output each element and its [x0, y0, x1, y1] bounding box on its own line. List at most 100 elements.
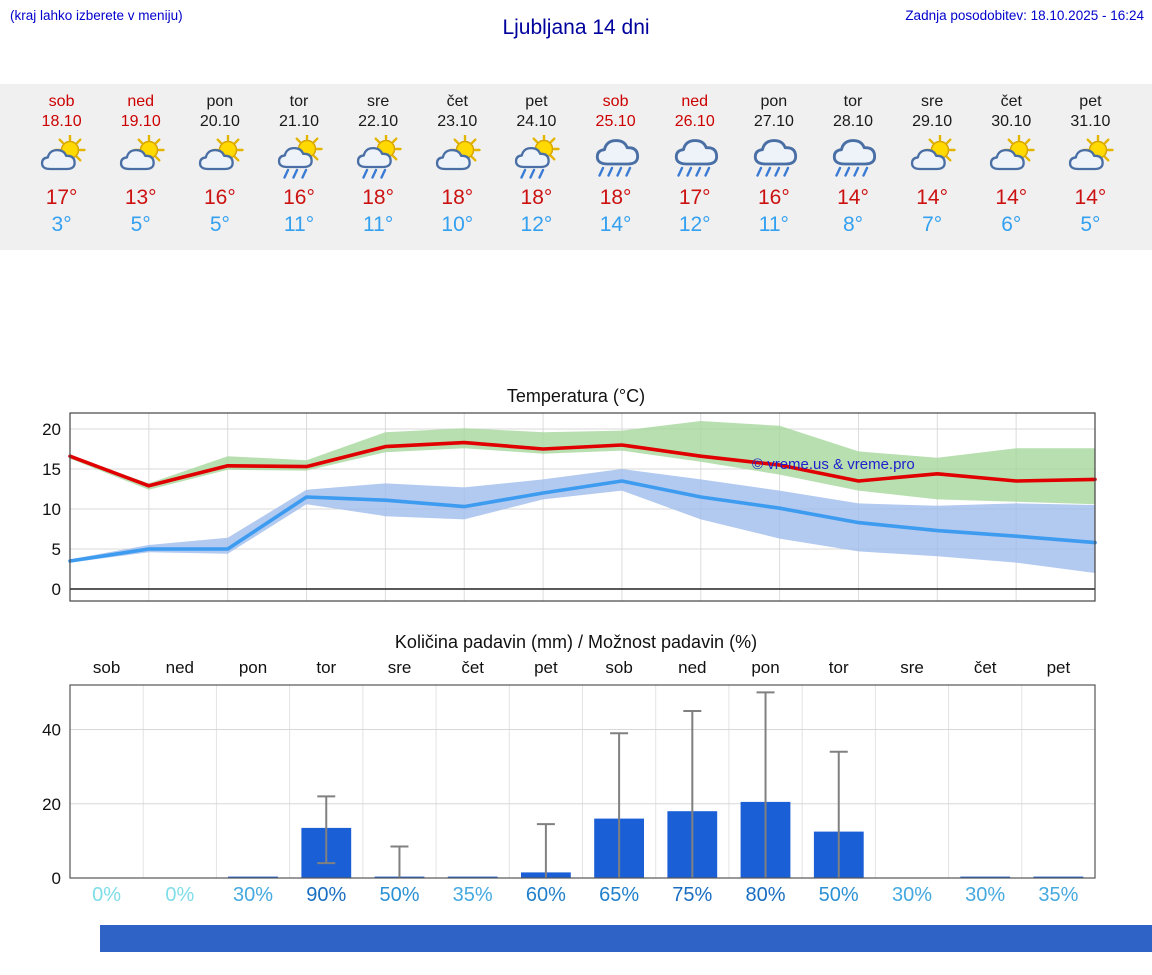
day-high-temp: 14°: [995, 186, 1028, 209]
rain-icon: [655, 132, 734, 184]
day-date: 28.10: [832, 113, 874, 130]
rain-icon: [734, 132, 813, 184]
rain-icon: [576, 132, 655, 184]
precipitation-chart-title: Količina padavin (mm) / Možnost padavin …: [394, 632, 758, 652]
day-name: sob: [48, 93, 75, 110]
partly-cloudy-icon: [22, 132, 101, 184]
precip-probability: 30%: [965, 884, 1005, 905]
forecast-day: tor 28.10 14° 8°: [813, 92, 892, 238]
forecast-day: sre 22.10 18° 11°: [339, 92, 418, 238]
day-date: 31.10: [1070, 113, 1111, 130]
day-low-temp: 10°: [441, 213, 474, 236]
svg-text:0: 0: [52, 869, 61, 888]
day-high-temp: 18°: [362, 186, 395, 209]
day-name: čet: [446, 93, 468, 110]
forecast-day: sob 18.10 17° 3°: [22, 92, 101, 238]
day-name: sre: [921, 93, 944, 110]
partly-cloudy-icon: [418, 132, 497, 184]
partly-rain-icon: [259, 132, 338, 184]
precip-probability: 35%: [1038, 884, 1078, 905]
partly-cloudy-icon: [101, 132, 180, 184]
precip-day-label: sre: [900, 658, 924, 677]
day-name: ned: [681, 93, 709, 110]
precip-day-label: pon: [239, 658, 267, 677]
day-name: pon: [206, 93, 234, 110]
forecast-day: čet 23.10 18° 10°: [418, 92, 497, 238]
svg-text:20: 20: [42, 420, 61, 439]
forecast-day: ned 26.10 17° 12°: [655, 92, 734, 238]
day-low-temp: 6°: [1001, 213, 1022, 236]
precip-day-label: sre: [388, 658, 412, 677]
forecast-day: sre 29.10 14° 7°: [893, 92, 972, 238]
svg-text:10: 10: [42, 500, 61, 519]
day-date: 26.10: [674, 113, 715, 130]
temperature-chart-title: Temperatura (°C): [506, 386, 646, 406]
day-high-temp: 17°: [678, 186, 711, 209]
forecast-day: pet 31.10 14° 5°: [1051, 92, 1130, 238]
day-low-temp: 11°: [758, 213, 789, 236]
day-low-temp: 7°: [922, 213, 943, 236]
forecast-day: ned 19.10 13° 5°: [101, 92, 180, 238]
precip-day-label: pet: [1047, 658, 1071, 677]
precip-bar: [960, 876, 1011, 878]
day-low-temp: 5°: [209, 213, 230, 236]
forecast-strip: sob 18.10 17° 3° ned 19.10 13° 5° pon 20.10 16° 5° t…: [0, 84, 1152, 250]
precip-day-label: čet: [461, 658, 484, 677]
day-low-temp: 14°: [599, 213, 632, 236]
partly-rain-icon: [497, 132, 576, 184]
forecast-day: pon 27.10 16° 11°: [734, 92, 813, 238]
precip-probability: 90%: [306, 884, 346, 905]
precip-day-label: ned: [166, 658, 194, 677]
day-name: čet: [1000, 93, 1022, 110]
partly-cloudy-icon: [180, 132, 259, 184]
day-low-temp: 5°: [130, 213, 151, 236]
partly-cloudy-icon: [1051, 132, 1130, 184]
precip-day-label: tor: [829, 658, 849, 677]
last-update-text: Zadnja posodobitev: 18.10.2025 - 16:24: [905, 8, 1144, 23]
day-date: 27.10: [753, 113, 794, 130]
day-low-temp: 11°: [363, 213, 394, 236]
day-low-temp: 8°: [842, 213, 864, 236]
day-high-temp: 16°: [203, 186, 236, 209]
rain-icon: [813, 132, 892, 184]
precip-bar: [1033, 876, 1084, 878]
day-high-temp: 18°: [599, 186, 632, 209]
precip-bar: [228, 876, 278, 878]
day-name: pet: [1079, 93, 1102, 110]
precip-probability: 0%: [165, 884, 194, 905]
precip-day-label: pon: [751, 658, 779, 677]
day-date: 20.10: [199, 113, 240, 130]
svg-text:5: 5: [52, 540, 61, 559]
day-high-temp: 14°: [916, 186, 949, 209]
day-high-temp: 14°: [1074, 186, 1107, 209]
day-low-temp: 11°: [283, 213, 315, 236]
day-name: tor: [289, 93, 309, 110]
temperature-chart: 0 5 10 15 20 © vreme.us & vreme.pro: [42, 412, 1097, 602]
forecast-day: pon 20.10 16° 5°: [180, 92, 259, 238]
precip-day-label: tor: [316, 658, 336, 677]
day-date: 24.10: [516, 113, 557, 130]
forecast-day: sob 25.10 18° 14°: [576, 92, 655, 238]
day-date: 21.10: [278, 113, 320, 130]
svg-text:0: 0: [52, 580, 61, 599]
precip-probability: 30%: [233, 884, 273, 905]
day-date: 19.10: [120, 113, 161, 130]
day-date: 30.10: [991, 113, 1032, 130]
watermark: © vreme.us & vreme.pro: [752, 456, 915, 473]
day-name: sob: [602, 93, 629, 110]
precip-probability: 60%: [526, 884, 566, 905]
day-low-temp: 12°: [678, 213, 711, 236]
page-title: Ljubljana 14 dni: [502, 16, 650, 39]
precip-bar: [447, 876, 498, 878]
svg-text:20: 20: [42, 795, 61, 814]
precip-probability: 80%: [745, 884, 785, 905]
location-hint: (kraj lahko izberete v meniju): [10, 8, 183, 23]
day-high-temp: 13°: [124, 186, 157, 209]
precip-probability: 30%: [892, 884, 932, 905]
day-high-temp: 14°: [837, 186, 869, 209]
day-date: 25.10: [595, 113, 636, 130]
day-high-temp: 18°: [520, 186, 553, 209]
partly-cloudy-icon: [893, 132, 972, 184]
footer-banner: [100, 925, 1152, 952]
day-low-temp: 5°: [1080, 213, 1101, 236]
